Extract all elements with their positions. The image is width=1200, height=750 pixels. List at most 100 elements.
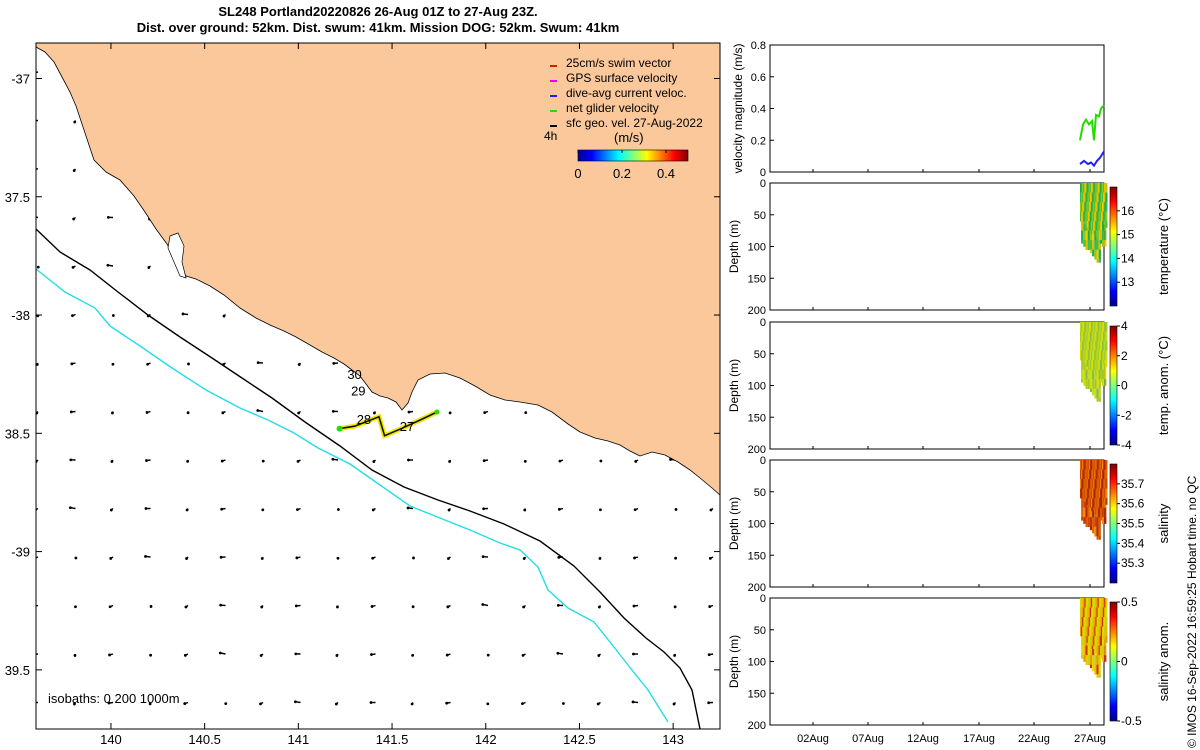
profile-panel (769, 597, 1105, 726)
profile-cell (1082, 482, 1085, 486)
profile-cell (1099, 498, 1102, 502)
profile-cell (1087, 337, 1090, 342)
profile-cell (1085, 655, 1088, 659)
profile-cell (1087, 202, 1090, 206)
profile-cell (1098, 221, 1101, 225)
profile-cell (1092, 510, 1095, 515)
profile-cell (1082, 463, 1085, 467)
profile-cell (1093, 604, 1096, 608)
velocity-vector-head (108, 653, 111, 657)
profile-cell (1105, 494, 1108, 499)
profile-cell (1104, 236, 1107, 241)
profile-cell (1102, 227, 1105, 231)
legend-entry: dive-avg current veloc. (566, 86, 687, 100)
profile-cell (1098, 205, 1101, 209)
profile-colorbar-label: 14 (1121, 251, 1135, 265)
velocity-y-tick-label: 0.8 (751, 40, 766, 52)
profile-cell (1104, 202, 1107, 206)
profile-cell (1104, 331, 1107, 336)
velocity-vector-head (708, 556, 712, 560)
profile-cell (1104, 183, 1107, 187)
profile-cell (1104, 617, 1107, 621)
profile-cell (1098, 520, 1101, 524)
velocity-vector-head (293, 700, 297, 704)
profile-cell (1087, 494, 1090, 499)
profile-cell (1104, 604, 1107, 608)
profile-cell (1098, 328, 1101, 332)
profile-cell (1099, 504, 1102, 508)
profile-cell (1093, 479, 1096, 483)
profile-cell (1105, 322, 1108, 326)
profile-cell (1082, 183, 1085, 187)
velocity-vector-head (599, 459, 603, 463)
profile-cell (1087, 658, 1090, 662)
profile-cell (1093, 198, 1096, 203)
profile-cell (1093, 498, 1096, 502)
velocity-vector-head (596, 702, 600, 706)
profile-cell (1083, 507, 1086, 512)
profile-cell (1085, 379, 1088, 383)
profile-cell (1096, 520, 1099, 524)
profile-cell (1098, 626, 1101, 631)
chart-title-line2: Dist. over ground: 52km. Dist. swum: 41k… (136, 20, 620, 35)
profile-cell (1105, 620, 1108, 624)
profile-cell (1087, 198, 1090, 203)
legend-entry: net glider velocity (566, 101, 659, 115)
profile-cell (1104, 479, 1107, 483)
profile-cell (1104, 337, 1107, 342)
velocity-vector-head (370, 605, 374, 608)
profile-cell (1104, 507, 1107, 512)
profile-cell (1105, 491, 1108, 496)
profile-cell (1098, 186, 1101, 190)
profile-cell (1104, 221, 1107, 225)
profile-cell (1082, 341, 1085, 345)
profile-cell (1093, 186, 1096, 190)
velocity-vector-head (296, 508, 299, 512)
profile-cell (1098, 501, 1101, 505)
profile-cell (1087, 482, 1090, 486)
profile-cell (1105, 221, 1108, 225)
profile-cell (1087, 341, 1090, 345)
velocity-vector-head (259, 654, 263, 657)
velocity-vector-head (111, 314, 115, 317)
profile-cell (1089, 246, 1093, 250)
profile-cell (1081, 366, 1084, 370)
depth-tick-label: 0 (760, 317, 766, 329)
profile-cell (1098, 369, 1101, 374)
profile-cell (1082, 325, 1085, 329)
time-x-tick-label: 22Aug (1018, 733, 1050, 745)
profile-cell (1082, 331, 1085, 336)
profile-cell (1087, 230, 1090, 235)
profile-cell (1083, 230, 1086, 235)
profile-cell (1082, 488, 1085, 493)
profile-cell (1098, 463, 1101, 467)
profile-cell (1098, 243, 1101, 247)
profile-colorbar-label: 2 (1121, 349, 1128, 363)
colorbar-label: (m/s) (614, 130, 644, 145)
profile-cell (1104, 382, 1107, 386)
velocity-vector-head (672, 702, 676, 706)
profile-cell (1102, 236, 1105, 241)
profile-cell (1087, 626, 1090, 631)
profile-cell (1081, 233, 1084, 238)
profile-cell (1099, 513, 1102, 518)
profile-cell (1105, 466, 1108, 470)
velocity-vector-head (634, 460, 638, 463)
profile-cell (1099, 655, 1102, 659)
profile-cell (1099, 233, 1102, 238)
profile-cell (1099, 236, 1102, 241)
velocity-vector-head (556, 603, 560, 607)
profile-cell (1082, 613, 1085, 618)
profile-cell (1098, 331, 1101, 336)
profile-cell (1085, 507, 1088, 512)
profile-cell (1105, 601, 1108, 605)
profile-cell (1096, 655, 1099, 659)
profile-cell (1104, 482, 1107, 486)
profile-cell (1104, 498, 1107, 502)
profile-cell (1092, 667, 1095, 672)
profile-cell (1087, 211, 1090, 216)
profile-cell (1099, 639, 1102, 643)
velocity-vector-head (707, 701, 711, 705)
velocity-vector-head (556, 651, 560, 655)
velocity-vector-head (36, 265, 40, 269)
